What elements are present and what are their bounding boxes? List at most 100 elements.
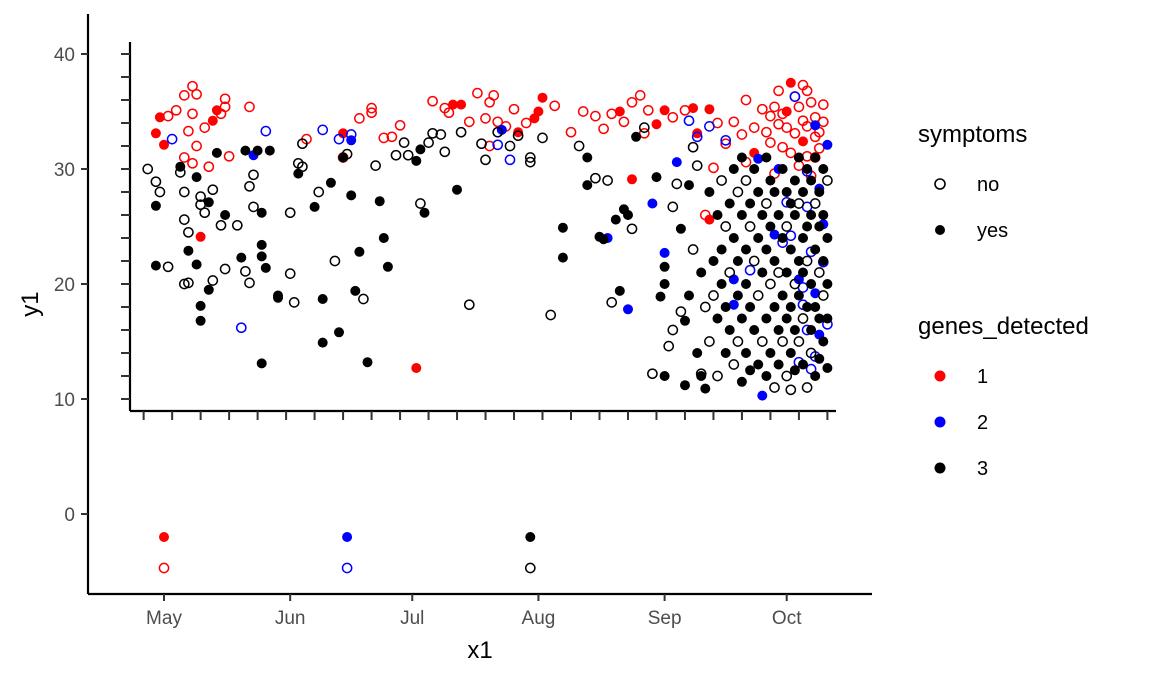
data-point <box>178 152 190 163</box>
data-point <box>687 244 699 255</box>
data-point <box>651 172 662 183</box>
data-point <box>680 315 691 326</box>
data-point <box>610 214 621 225</box>
data-point <box>378 232 389 243</box>
data-point <box>488 90 500 101</box>
data-point <box>822 313 833 324</box>
data-point <box>244 277 255 289</box>
data-point <box>769 382 780 393</box>
data-point <box>667 201 679 213</box>
data-point <box>793 336 805 347</box>
data-point <box>374 196 385 207</box>
data-point <box>537 132 548 144</box>
data-point <box>789 278 801 290</box>
data-point <box>728 274 739 285</box>
data-point <box>411 155 422 166</box>
data-point <box>749 324 760 335</box>
data-point <box>626 223 638 235</box>
data-point <box>219 101 231 113</box>
data-point <box>798 359 809 370</box>
data-point <box>557 222 568 233</box>
data-point <box>793 198 805 209</box>
data-point <box>655 291 666 302</box>
data-point <box>178 186 190 198</box>
data-point <box>688 103 699 114</box>
data-point <box>749 163 760 174</box>
legend-title-genes-detected: genes_detected <box>918 313 1089 340</box>
data-point <box>158 139 169 150</box>
data-point <box>736 376 747 387</box>
data-point <box>781 221 793 232</box>
data-point <box>801 382 813 393</box>
data-point <box>150 200 161 211</box>
data-point <box>415 198 426 209</box>
data-point <box>724 324 735 335</box>
data-point <box>797 313 809 324</box>
data-point <box>777 290 788 301</box>
data-point <box>256 207 267 218</box>
data-point <box>801 255 813 267</box>
data-point <box>284 207 296 219</box>
data-point <box>187 80 198 92</box>
data-point <box>680 380 691 391</box>
data-point <box>728 232 739 243</box>
data-point <box>757 390 768 401</box>
data-point <box>809 131 821 143</box>
data-point <box>325 177 336 188</box>
data-point <box>700 383 711 394</box>
data-point <box>712 313 723 324</box>
data-point <box>704 104 715 115</box>
data-point <box>769 255 780 266</box>
data-point <box>671 178 683 190</box>
data-point <box>659 105 670 116</box>
legend-label-gene-2: 2 <box>977 412 988 434</box>
data-point <box>411 362 422 373</box>
data-point <box>492 139 504 151</box>
data-point <box>806 278 817 289</box>
data-point <box>785 77 796 88</box>
data-point <box>244 101 255 113</box>
data-point <box>386 131 398 143</box>
data-point <box>793 152 804 163</box>
data-point <box>252 145 263 156</box>
data-point <box>810 120 821 131</box>
data-point <box>798 267 809 278</box>
data-point <box>382 261 393 272</box>
data-point <box>492 116 504 128</box>
data-point <box>480 113 491 124</box>
data-point <box>651 119 662 130</box>
data-point <box>684 290 695 301</box>
data-point <box>309 201 320 212</box>
data-point <box>773 209 784 220</box>
data-point <box>769 186 780 197</box>
data-point <box>789 365 800 376</box>
data-point <box>708 162 719 174</box>
data-point <box>524 562 536 574</box>
data-point <box>741 278 752 289</box>
legend-title-symptoms: symptoms <box>918 121 1027 148</box>
data-point <box>753 359 764 370</box>
data-point <box>354 113 365 124</box>
data-point <box>394 119 406 131</box>
data-point <box>187 157 198 169</box>
data-point <box>333 133 345 145</box>
data-point <box>419 207 430 218</box>
data-point <box>162 110 174 122</box>
data-point <box>195 231 206 242</box>
data-point <box>293 168 304 179</box>
data-point <box>354 246 365 257</box>
data-point <box>785 347 796 358</box>
data-point <box>260 125 272 137</box>
data-point <box>598 234 609 245</box>
data-point <box>455 126 467 138</box>
data-point <box>623 304 634 315</box>
data-point <box>427 127 438 139</box>
data-point <box>753 186 764 197</box>
legend-key-no <box>934 178 946 190</box>
data-point <box>220 209 231 220</box>
y-axis-title: y1 <box>17 291 44 316</box>
data-point <box>150 176 162 188</box>
data-point <box>736 209 747 220</box>
data-point <box>150 260 161 271</box>
